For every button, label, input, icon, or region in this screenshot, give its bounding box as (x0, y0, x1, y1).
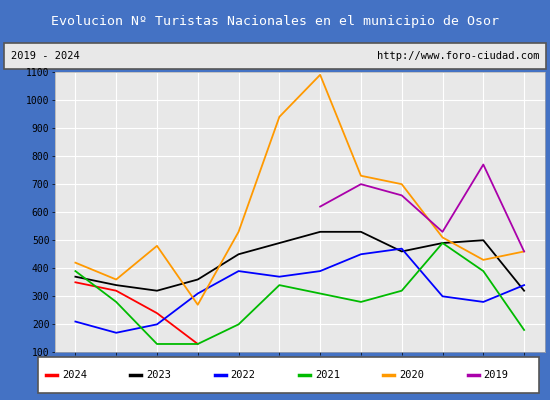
Text: 2022: 2022 (230, 370, 256, 380)
Text: Evolucion Nº Turistas Nacionales en el municipio de Osor: Evolucion Nº Turistas Nacionales en el m… (51, 14, 499, 28)
FancyBboxPatch shape (4, 43, 546, 69)
Text: 2019: 2019 (483, 370, 509, 380)
Text: http://www.foro-ciudad.com: http://www.foro-ciudad.com (377, 51, 539, 61)
Text: 2019 - 2024: 2019 - 2024 (11, 51, 80, 61)
Text: 2024: 2024 (62, 370, 87, 380)
Text: 2020: 2020 (399, 370, 424, 380)
FancyBboxPatch shape (39, 357, 539, 393)
Text: 2021: 2021 (315, 370, 340, 380)
Text: 2023: 2023 (146, 370, 171, 380)
